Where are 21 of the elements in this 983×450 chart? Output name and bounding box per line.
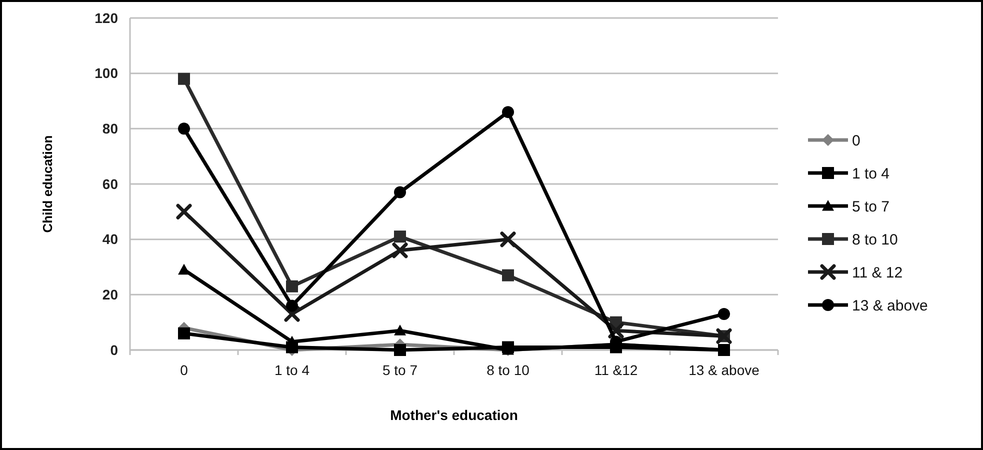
legend-label: 0 [852, 132, 860, 150]
y-tick-label: 40 [102, 231, 118, 248]
x-axis-title: Mother's education [390, 407, 518, 423]
y-tick-label: 80 [102, 120, 118, 137]
y-tick-label: 100 [94, 65, 118, 82]
x-tick-label: 1 to 4 [274, 362, 310, 378]
y-tick-label: 120 [94, 10, 118, 26]
legend-label: 5 to 7 [852, 198, 890, 216]
y-tick-label: 60 [102, 176, 118, 192]
legend-label: 11 & 12 [852, 264, 903, 282]
x-tick-label: 5 to 7 [382, 362, 418, 378]
x-tick-label: 0 [180, 362, 188, 378]
y-tick-label: 20 [102, 286, 118, 303]
legend-label: 8 to 10 [852, 231, 898, 248]
legend-label: 1 to 4 [852, 165, 890, 182]
y-tick-label: 0 [110, 342, 118, 358]
y-axis-title: Child education [40, 135, 55, 233]
x-tick-label: 8 to 10 [486, 362, 530, 378]
legend-label: 13 & above [852, 297, 928, 314]
x-tick-label: 13 & above [688, 362, 760, 378]
x-tick-label: 11 &12 [594, 362, 638, 378]
